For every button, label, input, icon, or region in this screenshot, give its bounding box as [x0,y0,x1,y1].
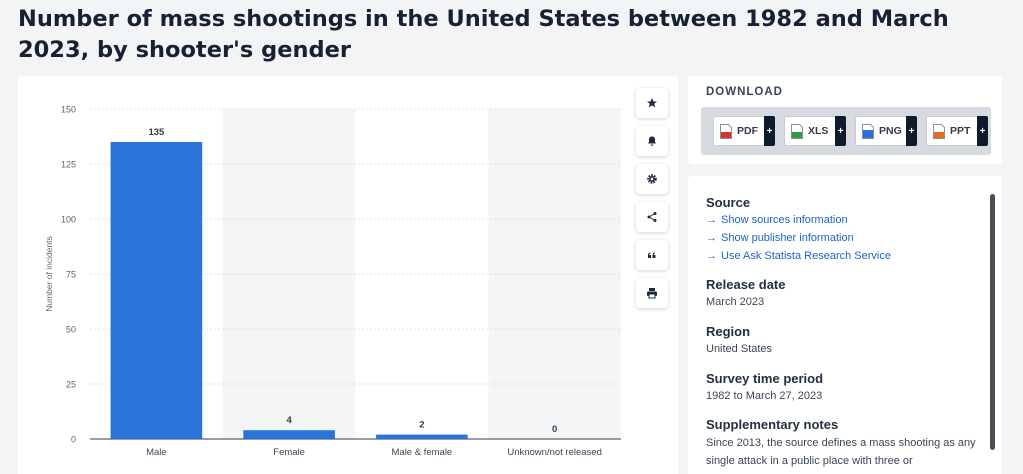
chart-card: 0 25 50 75 100 125 150 Number of incidents 135 Ma… [18,76,678,474]
download-pdf-button[interactable]: PDF + [713,116,775,146]
ppt-file-icon [933,124,945,139]
show-sources-link[interactable]: → Show sources information [706,214,848,226]
y-tick-label: 125 [61,160,76,170]
survey-period-value: 1982 to March 27, 2023 [706,390,823,402]
pdf-plus[interactable]: + [764,116,775,146]
data-label: 2 [419,420,424,431]
y-axis-title: Number of incidents [44,236,54,312]
page-title: Number of mass shootings in the United S… [18,6,949,63]
y-tick-label: 25 [66,380,76,390]
release-date-value: March 2023 [706,296,765,308]
download-png-button[interactable]: PNG + [855,116,917,146]
y-tick-label: 150 [61,105,76,115]
xls-plus[interactable]: + [835,116,846,146]
download-xls-button[interactable]: XLS + [784,116,846,146]
x-tick-label: Female [273,447,305,458]
statistic-info-panel: Source → Show sources information → Show p… [688,176,1002,474]
survey-period-heading: Survey time period [706,371,824,386]
data-label: 4 [286,415,292,426]
png-label: PNG [879,125,902,137]
show-publisher-label: Show publisher information [721,232,854,244]
region-heading: Region [706,324,751,339]
bar-chart: 0 25 50 75 100 125 150 Number of incidents 135 Ma… [44,105,621,458]
ask-statista-link[interactable]: → Use Ask Statista Research Service [706,250,891,262]
pdf-label: PDF [737,125,758,137]
supplementary-notes-heading: Supplementary notes [706,417,839,432]
info-scrollbar[interactable] [990,194,995,450]
region-value: United States [706,343,773,355]
download-buttons-row: PDF + XLS + PNG + PPT + [701,107,991,155]
arrow-right-icon: → [706,250,717,262]
quote-icon[interactable] [636,240,668,270]
bell-icon[interactable] [636,126,668,156]
x-tick-label: Male [146,447,167,458]
xls-file-icon [791,124,803,139]
arrow-right-icon: → [706,214,717,226]
print-icon[interactable] [636,278,668,308]
x-tick-label: Unknown/not released [507,447,602,458]
release-date-heading: Release date [706,277,786,292]
y-tick-label: 100 [61,215,76,225]
star-icon[interactable] [636,88,668,118]
share-icon[interactable] [636,202,668,232]
supplementary-notes-text: Since 2013, the source defines a mass sh… [706,437,976,467]
arrow-right-icon: → [706,232,717,244]
bar [376,434,468,439]
download-ppt-button[interactable]: PPT + [926,116,988,146]
category-band [222,109,356,439]
png-plus[interactable]: + [906,116,917,146]
y-tick-label: 75 [66,270,76,280]
y-tick-label: 50 [66,325,76,335]
download-panel: DOWNLOAD PDF + XLS + PNG + PPT + [688,76,1002,164]
data-label: 135 [148,127,165,138]
bar [110,142,203,439]
download-title: DOWNLOAD [706,86,783,98]
png-file-icon [862,124,874,139]
ask-statista-label: Use Ask Statista Research Service [721,250,891,262]
y-tick-label: 0 [71,435,76,445]
pdf-file-icon [720,124,732,139]
x-tick-label: Male & female [392,447,453,458]
data-label: 0 [552,424,557,435]
xls-label: XLS [808,125,829,137]
source-heading: Source [706,195,751,210]
show-publisher-link[interactable]: → Show publisher information [706,232,854,244]
bar [243,430,335,439]
ppt-label: PPT [950,125,971,137]
show-sources-label: Show sources information [721,214,848,226]
ppt-plus[interactable]: + [977,116,988,146]
gear-icon[interactable] [636,164,668,194]
